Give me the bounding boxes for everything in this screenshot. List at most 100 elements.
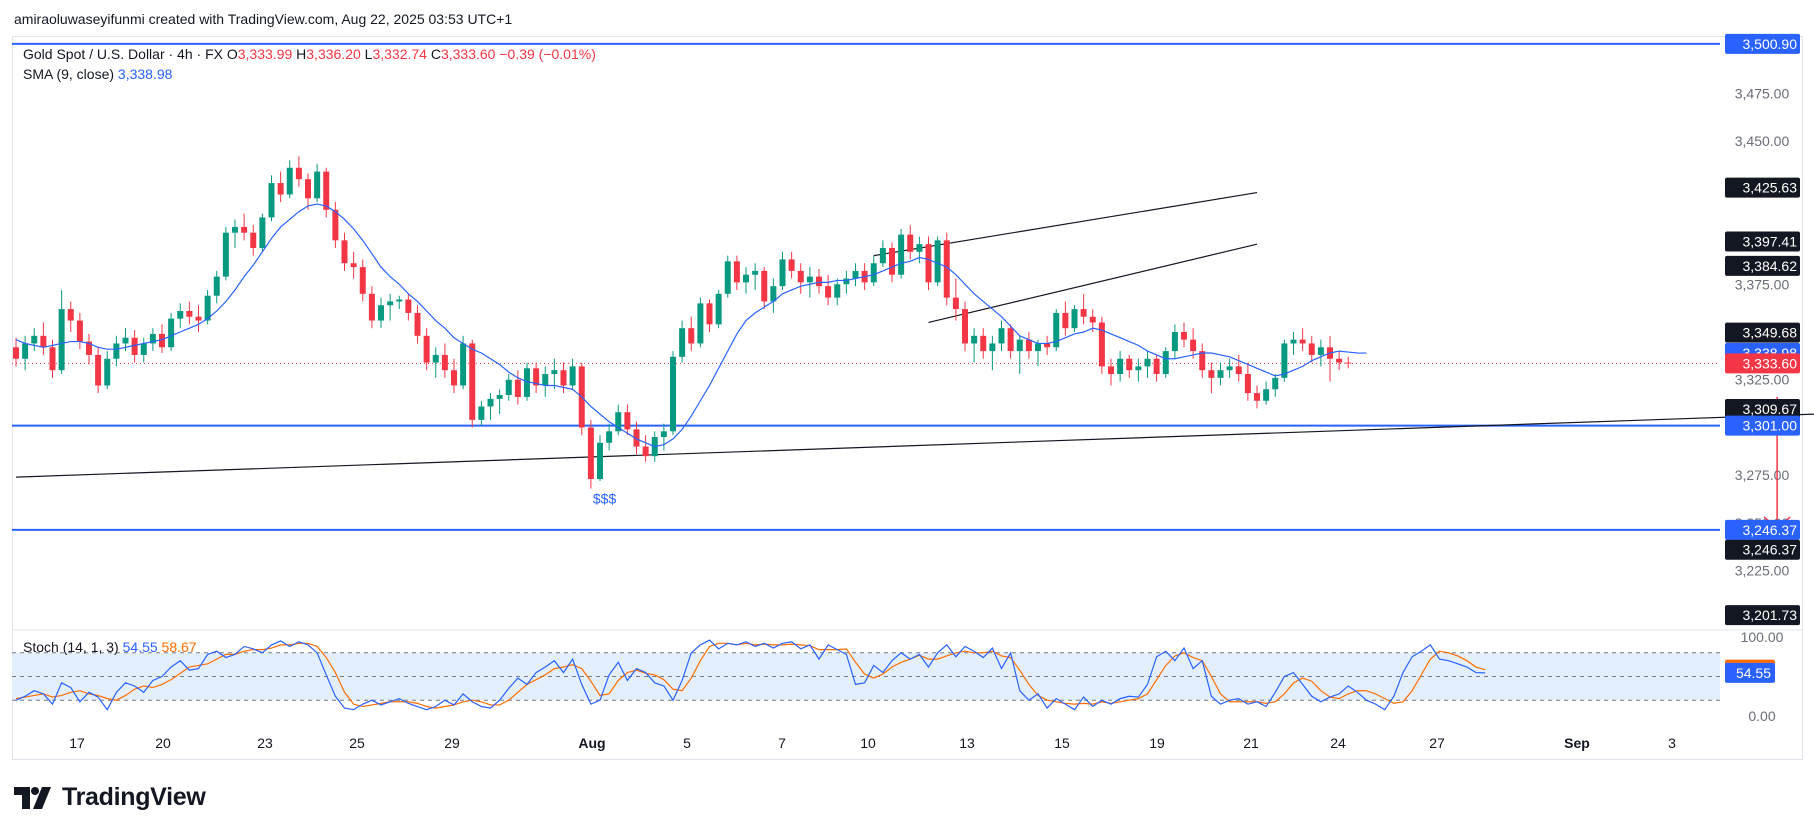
close-label: C: [430, 46, 441, 62]
candle-body: [825, 286, 832, 298]
candle-body: [441, 354, 448, 371]
candle-body: [1153, 358, 1160, 375]
y-tick-label: 3,225.00: [1735, 563, 1790, 579]
candle-body: [587, 427, 594, 480]
price-axis-label: 3,349.68: [1743, 325, 1798, 341]
candle-body: [989, 343, 996, 352]
x-tick-label: 5: [683, 735, 691, 751]
candle-body: [341, 240, 348, 264]
candle-body: [368, 293, 375, 321]
stoch-axis-label-bg: [1725, 662, 1775, 683]
candle-body: [934, 240, 941, 283]
x-tick-label: 21: [1243, 735, 1259, 751]
candle-body: [195, 316, 202, 321]
change-value: −0.39 (−0.01%): [499, 46, 596, 62]
close-value: 3,333.60: [440, 46, 496, 62]
candle-body: [396, 299, 403, 302]
candle-body: [852, 270, 859, 279]
x-tick-label: 29: [444, 735, 460, 751]
sma-legend-row: SMA (9, close) 3,338.98: [23, 64, 596, 84]
symbol-label[interactable]: Gold Spot / U.S. Dollar · 4h · FX: [23, 46, 223, 62]
price-axis-label: 3,246.37: [1743, 522, 1798, 538]
y-tick-label: 3,325.00: [1735, 372, 1790, 388]
price-chart[interactable]: 3,475.00 3,450.00 3,375.00 3,325.00 3,275.00…: [0, 0, 1814, 760]
candle-body: [1071, 309, 1078, 329]
candle-body: [277, 183, 284, 195]
candle-body: [1217, 370, 1224, 378]
candle-body: [907, 234, 914, 252]
low-label: L: [364, 46, 373, 62]
candle-body: [1016, 339, 1023, 352]
candle-body: [642, 446, 649, 457]
high-label: H: [296, 46, 307, 62]
candle-body: [916, 244, 923, 252]
ohlc-legend-row: Gold Spot / U.S. Dollar · 4h · FX O3,333…: [23, 44, 596, 64]
candle-body: [779, 259, 786, 287]
x-tick-label: Sep: [1564, 735, 1590, 751]
candle-body: [971, 335, 978, 344]
candle-body: [743, 274, 749, 283]
x-tick-label: 13: [959, 735, 975, 751]
x-tick-label: 23: [257, 735, 273, 751]
candle-body: [387, 301, 394, 306]
open-value: 3,333.99: [237, 46, 293, 62]
x-tick-label: 7: [778, 735, 786, 751]
stoch-tick-label: 0.00: [1748, 708, 1775, 724]
candle-body: [752, 270, 759, 275]
candle-body: [250, 232, 257, 248]
candle-body: [113, 343, 120, 359]
candle-body: [487, 398, 494, 407]
candle-body: [140, 343, 147, 355]
stoch-label[interactable]: Stoch (14, 1, 3): [23, 639, 119, 655]
candle-body: [213, 276, 220, 296]
candle-body: [451, 370, 457, 386]
brand-logo[interactable]: TradingView: [14, 783, 206, 812]
candle-body: [295, 167, 302, 180]
candle-body: [1025, 339, 1032, 352]
candle-body: [551, 370, 558, 375]
sma-value: 3,338.98: [117, 66, 173, 82]
candle-body: [1336, 358, 1343, 363]
candle-body: [222, 232, 229, 277]
candle-body: [761, 270, 768, 302]
x-tick-label: 10: [860, 735, 876, 751]
price-axis-label: 3,309.67: [1743, 401, 1798, 417]
candle-body: [560, 370, 567, 386]
candle-body: [168, 318, 175, 348]
candle-body: [879, 247, 886, 264]
candle-body: [76, 320, 83, 342]
x-tick-label: 20: [155, 735, 171, 751]
candle-body: [706, 303, 713, 325]
candle-body: [13, 347, 19, 359]
candle-body: [1044, 343, 1051, 348]
candle-body: [1098, 322, 1105, 367]
candle-body: [186, 310, 193, 317]
candle-body: [268, 183, 275, 218]
price-axis-label: 3,333.60: [1743, 355, 1798, 371]
x-tick-label: 17: [69, 735, 85, 751]
candle-body: [1263, 389, 1270, 401]
candle-body: [496, 395, 503, 399]
candle-body: [633, 429, 640, 447]
stoch-k-line: [15, 639, 1486, 711]
candle-body: [1171, 332, 1178, 352]
price-axis-label-bg: [1725, 605, 1800, 626]
candle-body: [86, 341, 92, 355]
x-tick-label: 19: [1149, 735, 1165, 751]
candle-body: [843, 278, 850, 285]
stoch-d-value: 58.67: [161, 639, 197, 655]
candle-body: [405, 299, 412, 313]
candle-body: [122, 337, 129, 344]
candle-body: [660, 431, 667, 438]
candle-body: [1208, 370, 1215, 378]
candle-body: [1244, 374, 1251, 394]
sma-label[interactable]: SMA (9, close): [23, 66, 115, 82]
price-axis-label-bg: [1725, 33, 1800, 54]
candle-body: [177, 310, 184, 319]
price-axis-label: 3,500.90: [1743, 36, 1798, 52]
candle-body: [624, 412, 631, 430]
candle-body: [870, 263, 877, 283]
candle-body: [806, 276, 813, 283]
price-axis-label: 3,384.62: [1743, 258, 1798, 274]
price-axis-label-bg: [1725, 519, 1800, 540]
